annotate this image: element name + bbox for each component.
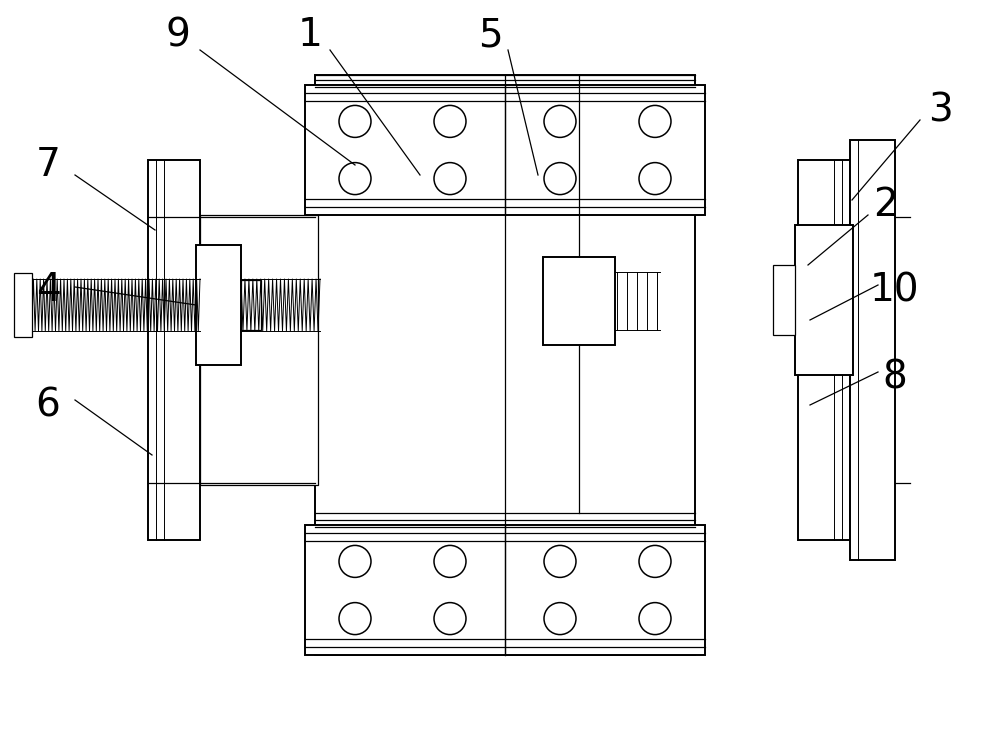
Bar <box>305 525 705 655</box>
Circle shape <box>639 105 671 137</box>
Bar <box>241 280 261 330</box>
Circle shape <box>544 545 576 578</box>
Text: 1: 1 <box>298 16 322 54</box>
Bar <box>795 225 853 375</box>
Circle shape <box>639 162 671 195</box>
Circle shape <box>339 603 371 634</box>
Bar <box>850 140 895 560</box>
Text: 4: 4 <box>36 271 60 309</box>
Circle shape <box>339 105 371 137</box>
Circle shape <box>434 603 466 634</box>
Circle shape <box>639 603 671 634</box>
Bar <box>196 245 241 365</box>
Bar <box>14 273 32 337</box>
Circle shape <box>339 545 371 578</box>
Circle shape <box>434 545 466 578</box>
Bar <box>543 257 615 345</box>
Bar <box>798 160 850 540</box>
Text: 3: 3 <box>928 91 952 129</box>
Text: 8: 8 <box>883 358 907 396</box>
Bar <box>148 160 200 540</box>
Circle shape <box>544 603 576 634</box>
Bar <box>305 85 705 215</box>
Text: 2: 2 <box>873 186 897 224</box>
Circle shape <box>544 162 576 195</box>
Bar <box>200 215 318 485</box>
Bar <box>315 75 695 655</box>
Circle shape <box>639 545 671 578</box>
Text: 6: 6 <box>36 386 60 424</box>
Circle shape <box>434 162 466 195</box>
Text: 9: 9 <box>166 16 190 54</box>
Text: 10: 10 <box>870 271 920 309</box>
Circle shape <box>434 105 466 137</box>
Text: 7: 7 <box>36 146 60 184</box>
Circle shape <box>339 162 371 195</box>
Text: 5: 5 <box>478 16 502 54</box>
Circle shape <box>544 105 576 137</box>
Bar <box>773 265 795 335</box>
